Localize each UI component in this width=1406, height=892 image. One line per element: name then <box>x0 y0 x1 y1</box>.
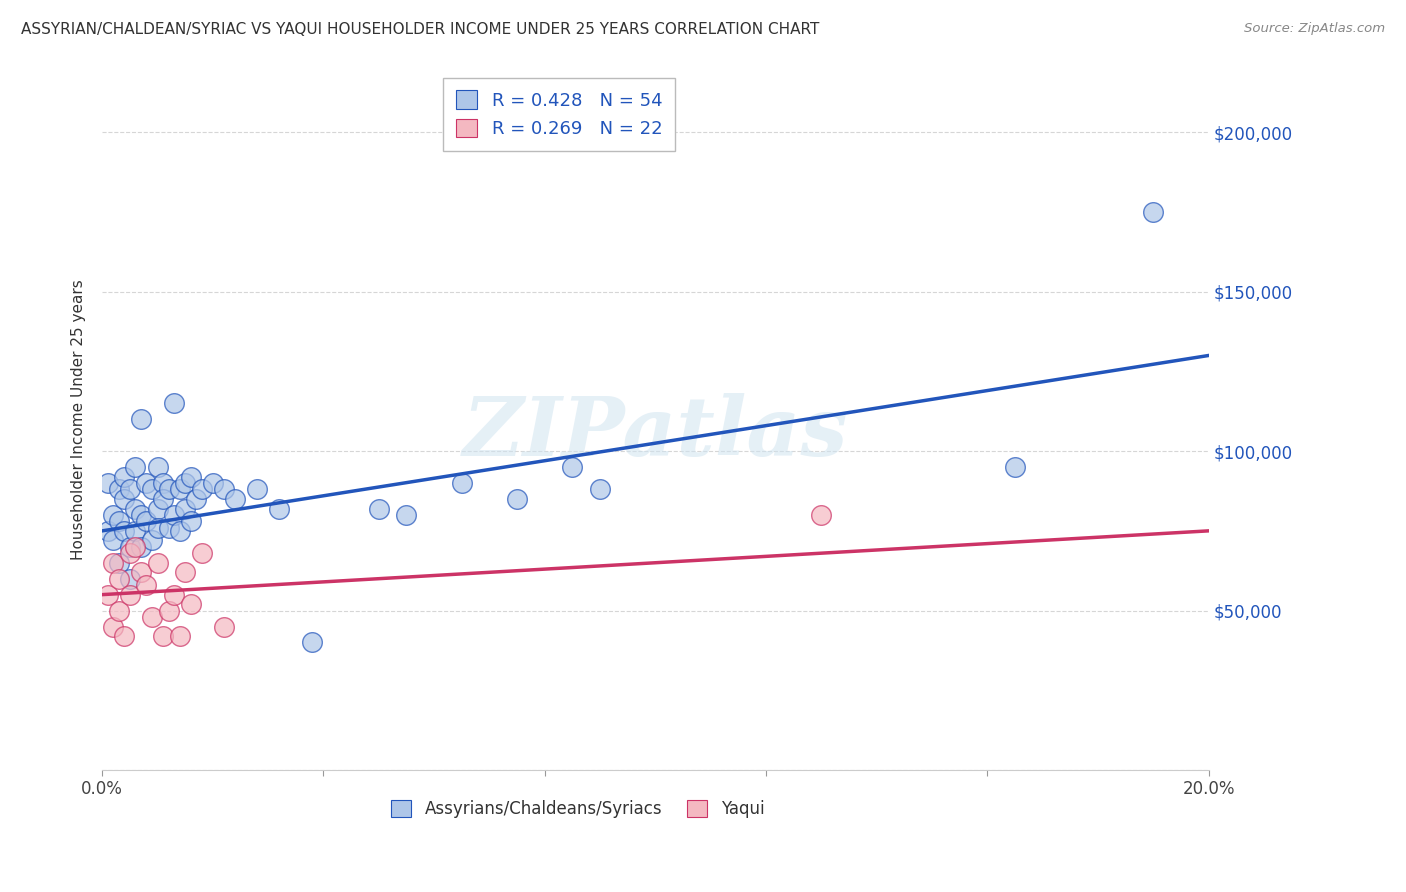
Point <box>152 491 174 506</box>
Point <box>180 469 202 483</box>
Point <box>152 476 174 491</box>
Point <box>112 469 135 483</box>
Point <box>301 635 323 649</box>
Point <box>118 540 141 554</box>
Point <box>395 508 418 522</box>
Point <box>146 501 169 516</box>
Point <box>118 572 141 586</box>
Point <box>108 572 131 586</box>
Point <box>174 476 197 491</box>
Point <box>108 514 131 528</box>
Point <box>169 524 191 538</box>
Point <box>157 521 180 535</box>
Text: ZIPatlas: ZIPatlas <box>463 393 848 474</box>
Point <box>191 483 214 497</box>
Point <box>506 491 529 506</box>
Point <box>186 491 208 506</box>
Point <box>97 588 120 602</box>
Point <box>118 546 141 560</box>
Point <box>163 508 186 522</box>
Point <box>180 514 202 528</box>
Point <box>212 483 235 497</box>
Text: ASSYRIAN/CHALDEAN/SYRIAC VS YAQUI HOUSEHOLDER INCOME UNDER 25 YEARS CORRELATION : ASSYRIAN/CHALDEAN/SYRIAC VS YAQUI HOUSEH… <box>21 22 820 37</box>
Point <box>152 629 174 643</box>
Point <box>118 588 141 602</box>
Point <box>589 483 612 497</box>
Text: Source: ZipAtlas.com: Source: ZipAtlas.com <box>1244 22 1385 36</box>
Point <box>103 619 125 633</box>
Point <box>103 533 125 548</box>
Point <box>246 483 269 497</box>
Point <box>810 508 832 522</box>
Point <box>1142 205 1164 219</box>
Point <box>191 546 214 560</box>
Point <box>224 491 246 506</box>
Point <box>180 597 202 611</box>
Point <box>129 508 152 522</box>
Point <box>141 483 163 497</box>
Point <box>124 460 146 475</box>
Point <box>163 588 186 602</box>
Point <box>450 476 472 491</box>
Point <box>367 501 389 516</box>
Point <box>103 508 125 522</box>
Point <box>201 476 224 491</box>
Point <box>108 483 131 497</box>
Point <box>146 521 169 535</box>
Point <box>108 556 131 570</box>
Point <box>174 501 197 516</box>
Point <box>129 540 152 554</box>
Point <box>146 556 169 570</box>
Point <box>129 412 152 426</box>
Point <box>124 540 146 554</box>
Point <box>157 603 180 617</box>
Point <box>163 396 186 410</box>
Point <box>97 524 120 538</box>
Point <box>141 533 163 548</box>
Point <box>169 483 191 497</box>
Point <box>135 578 157 592</box>
Point <box>135 476 157 491</box>
Point <box>112 524 135 538</box>
Point <box>212 619 235 633</box>
Point <box>112 491 135 506</box>
Point <box>103 556 125 570</box>
Point <box>118 483 141 497</box>
Point <box>1004 460 1026 475</box>
Y-axis label: Householder Income Under 25 years: Householder Income Under 25 years <box>72 279 86 559</box>
Point <box>124 524 146 538</box>
Point <box>135 514 157 528</box>
Point <box>141 610 163 624</box>
Point <box>108 603 131 617</box>
Point <box>561 460 583 475</box>
Point <box>174 566 197 580</box>
Point <box>112 629 135 643</box>
Point <box>146 460 169 475</box>
Point <box>269 501 291 516</box>
Point <box>169 629 191 643</box>
Legend: Assyrians/Chaldeans/Syriacs, Yaqui: Assyrians/Chaldeans/Syriacs, Yaqui <box>385 793 770 825</box>
Point <box>97 476 120 491</box>
Point <box>129 566 152 580</box>
Point <box>124 501 146 516</box>
Point <box>157 483 180 497</box>
